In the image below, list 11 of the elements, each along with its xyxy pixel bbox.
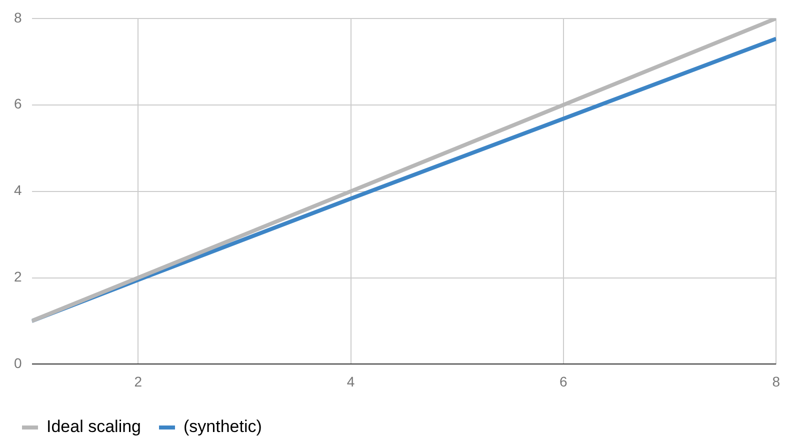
y-tick-label: 4 [14, 182, 22, 198]
x-tick-label: 6 [560, 373, 568, 390]
y-tick-label: 2 [14, 268, 22, 285]
legend-label: Ideal scaling [46, 417, 142, 436]
legend-label: (synthetic) [184, 417, 262, 436]
y-tick-label: 0 [14, 355, 22, 372]
x-tick-label: 2 [134, 373, 142, 390]
x-tick-label: 4 [346, 373, 355, 390]
y-tick-label: 8 [14, 9, 22, 26]
x-tick-label: 8 [772, 373, 780, 390]
y-tick-label: 6 [14, 96, 22, 112]
